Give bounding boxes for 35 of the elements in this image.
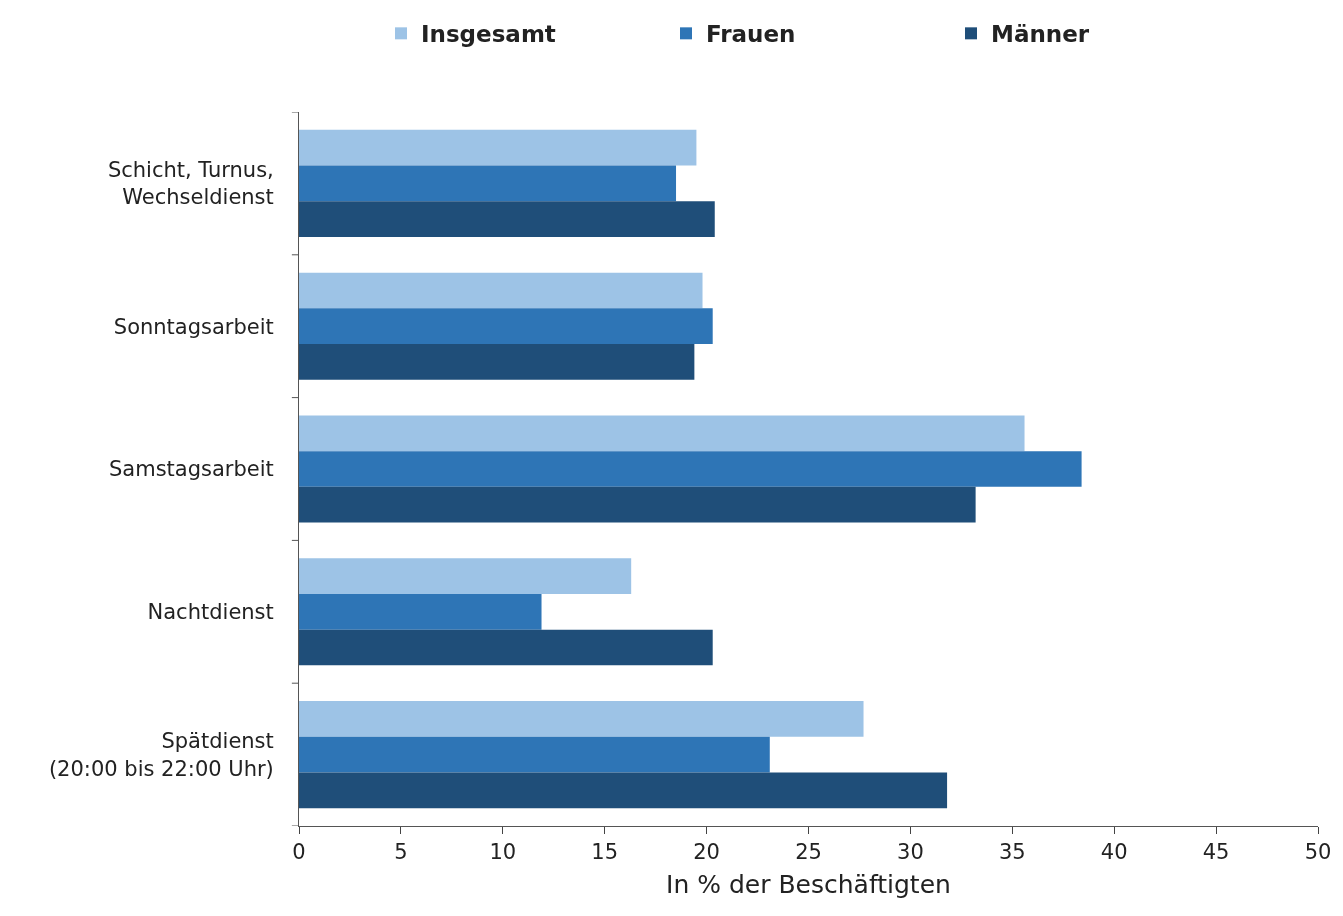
bar [299,344,695,380]
bar [299,129,697,166]
bar [299,593,542,630]
x-tick-label: 0 [292,840,306,865]
x-tick-label: 45 [1202,840,1230,865]
y-tick-label: Sonntagsarbeit [113,314,274,339]
bar [299,772,948,809]
x-tick-label: 10 [489,840,517,865]
y-tick-label: Spätdienst (20:00 bis 22:00 Uhr) [48,729,274,781]
bar [299,451,1082,487]
x-tick-label: 15 [591,840,619,865]
bar [299,701,864,737]
x-tick-label: 50 [1304,840,1332,865]
bar [299,629,713,666]
legend-label: Männer [991,21,1090,48]
x-tick-label: 35 [998,840,1026,865]
legend-label: Insgesamt [421,21,556,48]
legend-label: Frauen [706,21,796,48]
bar [299,308,713,345]
bar [299,165,677,202]
x-tick-label: 5 [394,840,408,865]
bar [299,201,715,237]
x-tick-label: 40 [1100,840,1128,865]
x-axis-title: In % der Beschäftigten [666,870,951,900]
bar [299,558,632,594]
y-tick-label: Nachtdienst [147,600,274,625]
bar [299,736,770,773]
x-tick-label: 30 [897,840,924,865]
bar [299,486,976,523]
x-tick-label: 20 [693,840,720,865]
bar [299,415,1025,452]
y-tick-label: Samstagsarbeit [109,457,274,482]
y-tick-label: Schicht, Turnus, Wechseldienst [107,158,274,210]
x-tick-label: 25 [795,840,822,865]
bar [299,272,703,309]
